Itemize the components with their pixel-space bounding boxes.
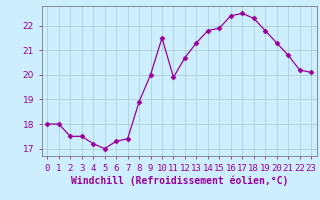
X-axis label: Windchill (Refroidissement éolien,°C): Windchill (Refroidissement éolien,°C) xyxy=(70,175,288,186)
